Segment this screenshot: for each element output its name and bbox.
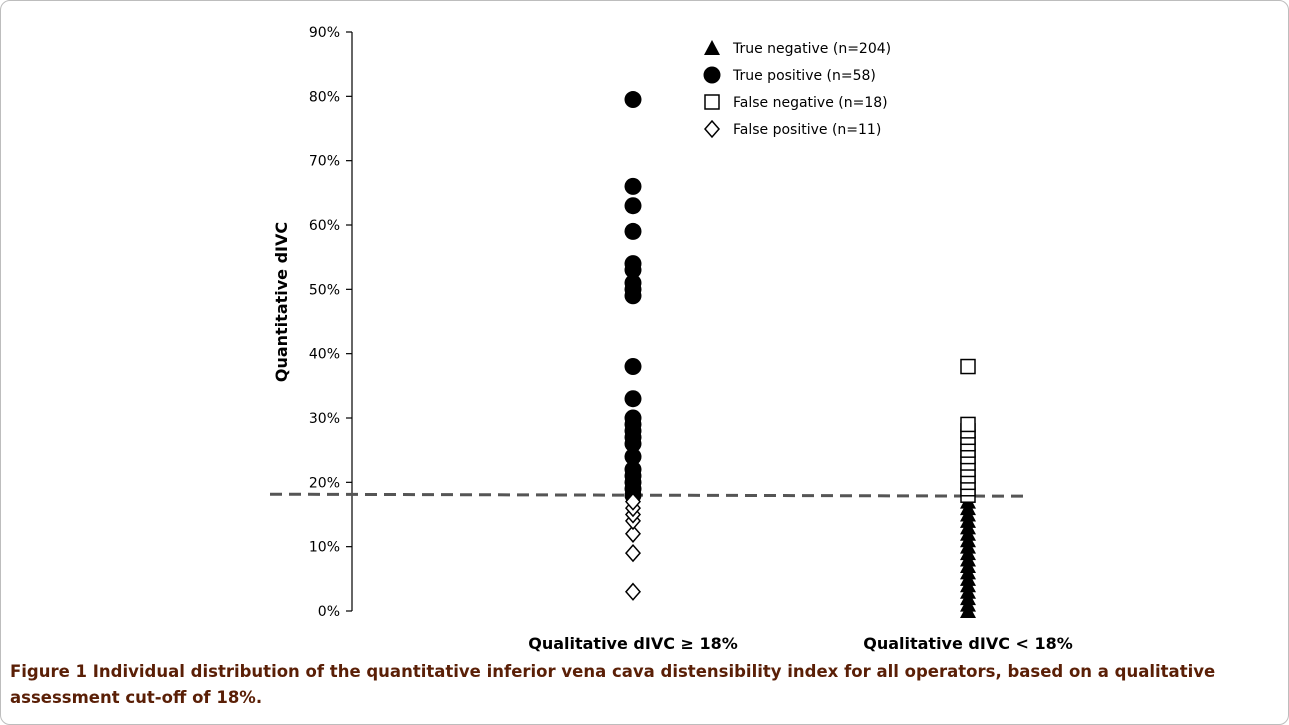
caption-label: Figure 1 [10, 662, 88, 681]
true-positive-point [624, 222, 642, 240]
true-positive-point [624, 255, 642, 273]
legend-label: False positive (n=11) [733, 122, 881, 138]
true-positive-point [624, 448, 642, 466]
y-tick-label: 20% [309, 475, 340, 491]
false-positive-point [625, 543, 641, 563]
legend: True negative (n=204) True positive (n=58… [703, 40, 891, 139]
x-category-label: Qualitative dIVC < 18% [863, 634, 1073, 653]
y-tick-label: 40% [309, 347, 340, 363]
true-positive-point [624, 274, 642, 292]
y-tick-label: 0% [318, 604, 340, 620]
y-tick-label: 90% [309, 25, 340, 41]
true-positive-point [624, 177, 642, 195]
false-negative-point [960, 416, 976, 433]
y-tick-label: 80% [309, 89, 340, 105]
false-positive-point [625, 492, 641, 511]
legend-label: True positive (n=58) [732, 68, 876, 84]
threshold-line [269, 492, 1029, 498]
legend-label: True negative (n=204) [732, 41, 891, 57]
x-axis-labels: Qualitative dIVC ≥ 18% Qualitative dIVC <… [528, 634, 1073, 653]
y-tick-label: 30% [309, 411, 340, 427]
y-tick-label: 50% [309, 282, 340, 298]
true-positive-point [624, 409, 642, 427]
legend-false-negative-marker [704, 94, 720, 110]
y-tick-label: 10% [309, 540, 340, 556]
true-positive-point [624, 460, 642, 478]
caption-text: Individual distribution of the quantitat… [10, 662, 1216, 707]
figure-caption: Figure 1 Individual distribution of the … [10, 659, 1275, 711]
y-tick-label: 60% [309, 218, 340, 234]
threshold-line-group [269, 492, 1029, 498]
y-axis: 0% 10% 20% 30% 40% 50% 60% 70% 80% 90% [309, 25, 353, 620]
false-positive-point [625, 524, 641, 543]
legend-false-positive-marker [704, 119, 720, 139]
scatter-chart: 0% 10% 20% 30% 40% 50% 60% 70% 80% 90% Qualitativ… [269, 25, 1073, 653]
data-points [624, 91, 976, 618]
x-category-label: Qualitative dIVC ≥ 18% [528, 634, 738, 653]
true-positive-point [624, 358, 642, 376]
legend-true-positive-marker [703, 66, 721, 84]
true-positive-point [624, 390, 642, 408]
y-axis-title: Quantitative dIVC [272, 222, 291, 382]
false-positive-point [625, 582, 641, 601]
y-tick-label: 70% [309, 154, 340, 170]
true-positive-point [624, 197, 642, 215]
legend-true-negative-marker [704, 40, 720, 55]
true-positive-point [624, 91, 642, 109]
legend-label: False negative (n=18) [733, 95, 888, 111]
false-negative-point [960, 358, 976, 375]
